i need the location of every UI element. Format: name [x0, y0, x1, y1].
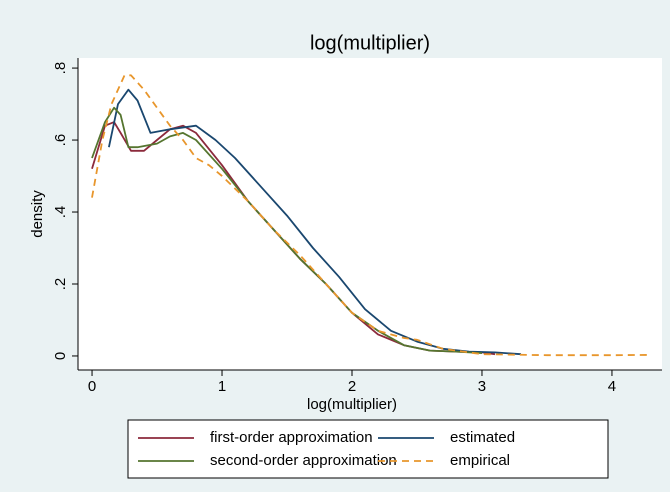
x-tick-label: 4 [608, 378, 616, 395]
legend-label: empirical [450, 452, 510, 469]
legend-label: second-order approximation [210, 452, 397, 469]
y-tick-label: .6 [52, 134, 69, 147]
legend-label: first-order approximation [210, 429, 373, 446]
y-tick-label: .2 [52, 278, 69, 291]
legend [127, 419, 609, 479]
series-line [91, 74, 652, 357]
y-tick-label: .8 [52, 62, 69, 75]
x-tick-label: 0 [88, 378, 96, 395]
legend-label: estimated [450, 429, 515, 446]
x-tick-label: 1 [218, 378, 226, 395]
y-tick-label: 0 [52, 352, 69, 360]
x-tick-label: 2 [348, 378, 356, 395]
x-tick-label: 3 [478, 378, 486, 395]
chart-title: log(multiplier) [310, 32, 430, 54]
plot-area [78, 58, 662, 370]
y-tick-label: .4 [52, 206, 69, 219]
series-line [91, 106, 483, 354]
x-axis-label: log(multiplier) [307, 396, 397, 413]
y-axis-label: density [29, 190, 46, 238]
